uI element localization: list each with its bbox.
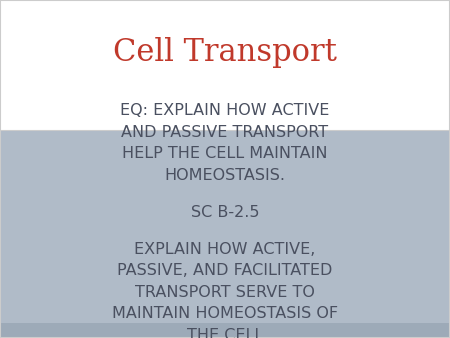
Text: EQ: EXPLAIN HOW ACTIVE
AND PASSIVE TRANSPORT
HELP THE CELL MAINTAIN
HOMEOSTASIS.: EQ: EXPLAIN HOW ACTIVE AND PASSIVE TRANS…	[120, 103, 330, 183]
Bar	[0, 323, 450, 338]
Text: SC B-2.5: SC B-2.5	[191, 206, 259, 220]
Text: EXPLAIN HOW ACTIVE,
PASSIVE, AND FACILITATED
TRANSPORT SERVE TO
MAINTAIN HOMEOST: EXPLAIN HOW ACTIVE, PASSIVE, AND FACILIT…	[112, 242, 338, 338]
Text: Cell Transport: Cell Transport	[113, 37, 337, 68]
Bar	[0, 0, 450, 130]
Bar	[0, 130, 450, 323]
